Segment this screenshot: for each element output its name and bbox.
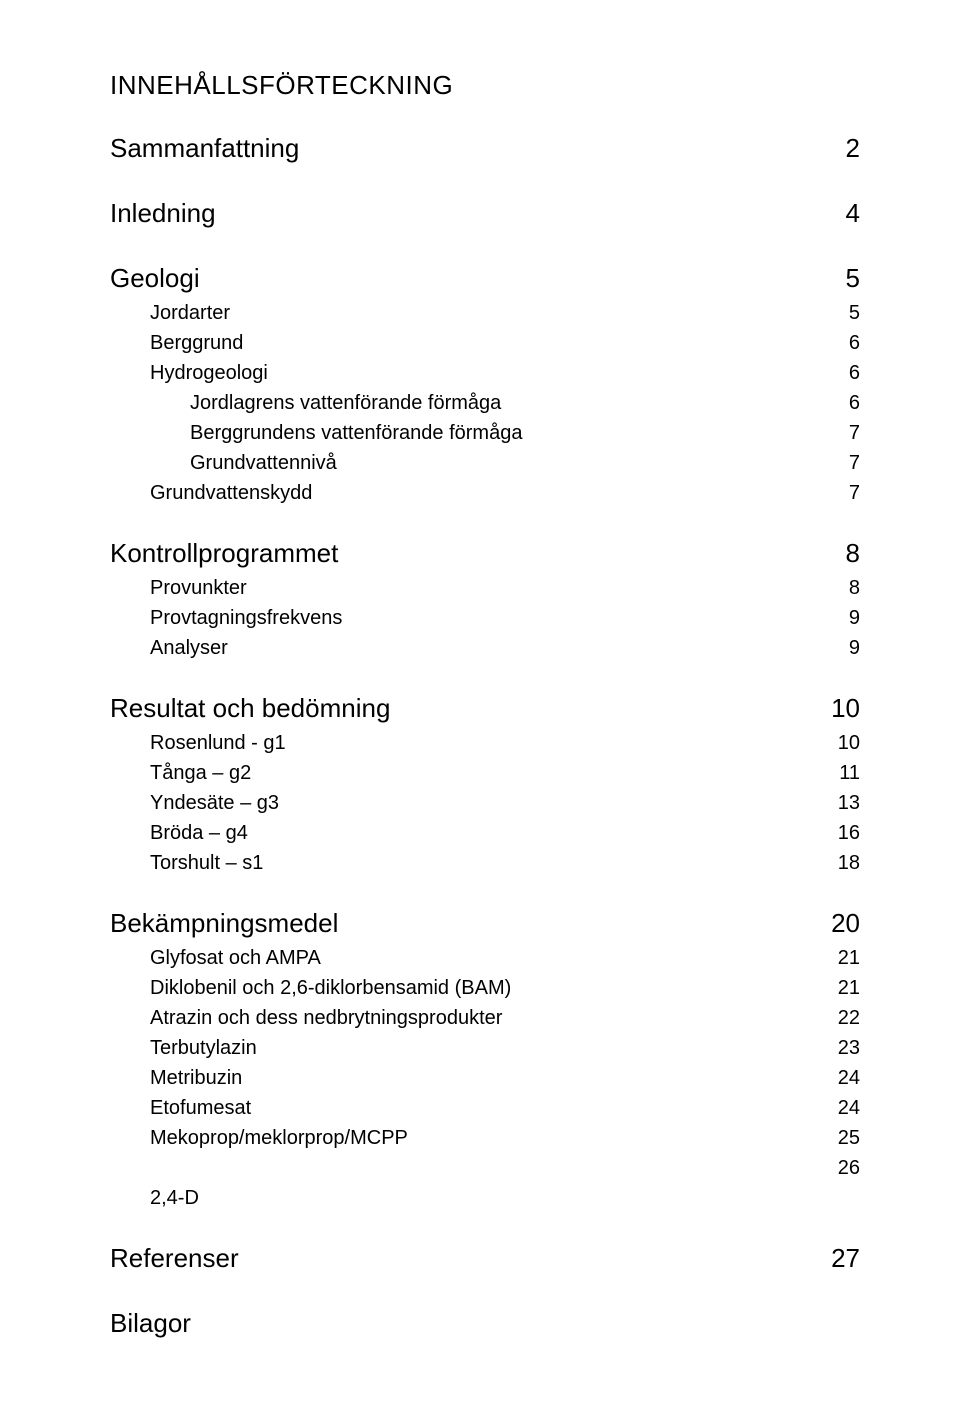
toc-item: Grundvattennivå 7	[110, 448, 860, 478]
toc-item: Jordlagrens vattenförande förmåga 6	[110, 388, 860, 418]
toc-item: Torshult – s1 18	[110, 848, 860, 878]
toc-item: Rosenlund - g1 10	[110, 728, 860, 758]
toc-page-number: 6	[820, 388, 860, 418]
toc-label: Sammanfattning	[110, 129, 299, 168]
toc-section-inledning: Inledning 4	[110, 194, 860, 233]
toc-page-number: 11	[820, 758, 860, 788]
toc-label: Inledning	[110, 194, 216, 233]
toc-label: Glyfosat och AMPA	[150, 943, 321, 973]
toc-page-number: 23	[820, 1033, 860, 1063]
toc-label: Atrazin och dess nedbrytningsprodukter	[150, 1003, 502, 1033]
toc-page-number: 5	[820, 298, 860, 328]
toc-item: Grundvattenskydd 7	[110, 478, 860, 508]
toc-label: Jordarter	[150, 298, 230, 328]
toc-label: Rosenlund - g1	[150, 728, 286, 758]
toc-label: Mekoprop/meklorprop/MCPP	[150, 1123, 408, 1153]
toc-page-number: 2	[820, 129, 860, 168]
toc-label: Yndesäte – g3	[150, 788, 279, 818]
toc-page-number: 21	[820, 943, 860, 973]
toc-label: Grundvattennivå	[190, 448, 337, 478]
toc-page-number: 27	[820, 1239, 860, 1278]
toc-item: Hydrogeologi 6	[110, 358, 860, 388]
toc-label: Grundvattenskydd	[150, 478, 312, 508]
toc-title: INNEHÅLLSFÖRTECKNING	[110, 70, 860, 101]
toc-label: Metribuzin	[150, 1063, 242, 1093]
toc-item: Berggrundens vattenförande förmåga 7	[110, 418, 860, 448]
toc-item: Atrazin och dess nedbrytningsprodukter 2…	[110, 1003, 860, 1033]
toc-item: Bröda – g4 16	[110, 818, 860, 848]
toc-item: 2,4-D	[110, 1183, 860, 1213]
toc-label: Etofumesat	[150, 1093, 251, 1123]
toc-label: Bekämpningsmedel	[110, 904, 338, 943]
toc-item: Jordarter 5	[110, 298, 860, 328]
toc-page-number: 13	[820, 788, 860, 818]
toc-label: Bilagor	[110, 1304, 191, 1343]
toc-item: Etofumesat 24	[110, 1093, 860, 1123]
toc-page-number: 7	[820, 478, 860, 508]
toc-section-bekampning: Bekämpningsmedel 20	[110, 904, 860, 943]
toc-section-sammanfattning: Sammanfattning 2	[110, 129, 860, 168]
toc-page-number: 8	[820, 534, 860, 573]
toc-label: Jordlagrens vattenförande förmåga	[190, 388, 501, 418]
toc-page-number: 6	[820, 358, 860, 388]
toc-page-number: 8	[820, 573, 860, 603]
toc-item: Tånga – g2 11	[110, 758, 860, 788]
toc-item: Analyser 9	[110, 633, 860, 663]
toc-label: Bröda – g4	[150, 818, 248, 848]
toc-page-number: 5	[820, 259, 860, 298]
toc-section-bilagor: Bilagor	[110, 1304, 860, 1343]
toc-section-geologi: Geologi 5	[110, 259, 860, 298]
toc-item: Mekoprop/meklorprop/MCPP 25	[110, 1123, 860, 1153]
toc-page-number: 18	[820, 848, 860, 878]
toc-page: INNEHÅLLSFÖRTECKNING Sammanfattning 2 In…	[0, 0, 960, 1409]
toc-label: Resultat och bedömning	[110, 689, 390, 728]
toc-page-number: 4	[820, 194, 860, 233]
toc-label: Analyser	[150, 633, 228, 663]
toc-section-kontroll: Kontrollprogrammet 8	[110, 534, 860, 573]
toc-page-number: 10	[820, 728, 860, 758]
toc-page-number: 21	[820, 973, 860, 1003]
toc-item: Diklobenil och 2,6-diklorbensamid (BAM) …	[110, 973, 860, 1003]
toc-page-number: 16	[820, 818, 860, 848]
toc-page-number: 9	[820, 603, 860, 633]
toc-page-number: 9	[820, 633, 860, 663]
toc-label: Berggrund	[150, 328, 243, 358]
toc-page-number: 7	[820, 418, 860, 448]
toc-page-number: 6	[820, 328, 860, 358]
toc-label: Terbutylazin	[150, 1033, 257, 1063]
toc-label: 2,4-D	[150, 1183, 199, 1213]
toc-item: Provunkter 8	[110, 573, 860, 603]
toc-label: Tånga – g2	[150, 758, 251, 788]
toc-page-number: 10	[820, 689, 860, 728]
toc-page-number: 24	[820, 1063, 860, 1093]
toc-page-number: 22	[820, 1003, 860, 1033]
toc-page-number: 20	[820, 904, 860, 943]
toc-label: Hydrogeologi	[150, 358, 268, 388]
toc-label: Referenser	[110, 1239, 239, 1278]
toc-section-resultat: Resultat och bedömning 10	[110, 689, 860, 728]
toc-label: Provtagningsfrekvens	[150, 603, 342, 633]
toc-item: Yndesäte – g3 13	[110, 788, 860, 818]
toc-page-number: 7	[820, 448, 860, 478]
toc-label: Torshult – s1	[150, 848, 263, 878]
toc-section-referenser: Referenser 27	[110, 1239, 860, 1278]
toc-label: Diklobenil och 2,6-diklorbensamid (BAM)	[150, 973, 511, 1003]
toc-page-number: 25	[820, 1123, 860, 1153]
toc-item: Berggrund 6	[110, 328, 860, 358]
toc-item: Provtagningsfrekvens 9	[110, 603, 860, 633]
toc-label: Geologi	[110, 259, 200, 298]
toc-item: Glyfosat och AMPA 21	[110, 943, 860, 973]
toc-item: Terbutylazin 23	[110, 1033, 860, 1063]
toc-item: Metribuzin 24	[110, 1063, 860, 1093]
toc-label: Provunkter	[150, 573, 247, 603]
toc-page-number: 24	[820, 1093, 860, 1123]
toc-label: Berggrundens vattenförande förmåga	[190, 418, 522, 448]
toc-page-number: 26	[820, 1153, 860, 1183]
toc-label: Kontrollprogrammet	[110, 534, 338, 573]
toc-item: 26	[110, 1153, 860, 1183]
